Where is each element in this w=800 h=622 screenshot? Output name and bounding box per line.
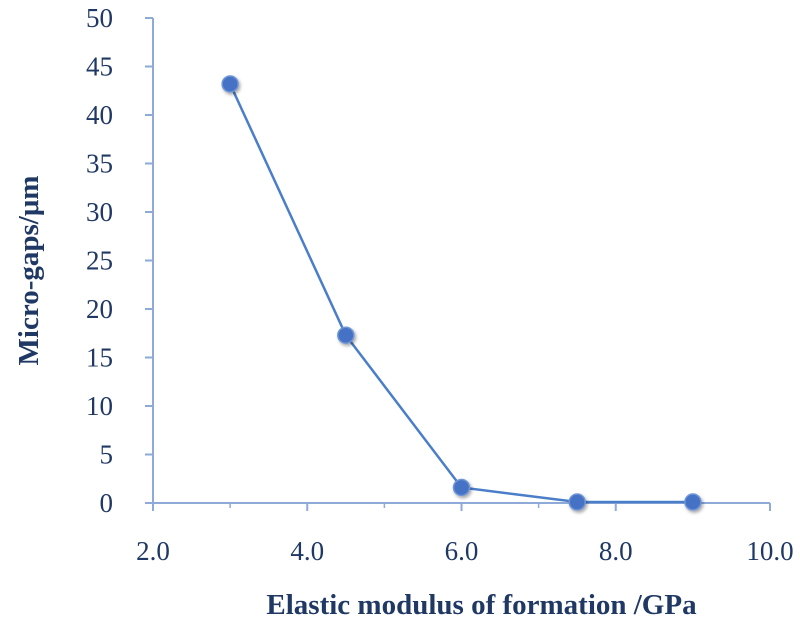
data-point	[568, 493, 586, 511]
data-point	[337, 326, 355, 344]
axes	[152, 18, 770, 504]
y-tick-label: 50	[86, 3, 113, 33]
series-layer	[221, 75, 702, 511]
x-axis-title: Elastic modulus of formation /GPa	[266, 589, 697, 621]
data-point	[684, 493, 702, 511]
series-line	[228, 83, 693, 504]
y-tick-label: 10	[86, 391, 113, 421]
y-ticks: 0 5 10 15 20 25 30 35 40 45 50	[86, 3, 153, 518]
y-tick-label: 40	[86, 100, 113, 130]
y-tick-label: 5	[100, 440, 114, 470]
y-tick-label: 20	[86, 294, 113, 324]
x-ticks: 2.0 4.0 6.0 8.0 10.0	[136, 503, 794, 566]
y-tick-label: 15	[86, 343, 113, 373]
x-tick-label: 6.0	[445, 536, 479, 566]
x-tick-label: 2.0	[136, 536, 170, 566]
y-tick-label: 45	[86, 52, 113, 82]
data-point	[452, 478, 471, 497]
y-tick-label: 0	[100, 488, 114, 518]
data-point	[221, 75, 239, 93]
x-tick-label: 10.0	[746, 536, 793, 566]
x-tick-label: 4.0	[290, 536, 324, 566]
y-tick-label: 30	[86, 197, 113, 227]
y-axis-title: Micro-gaps/μm	[13, 176, 45, 366]
y-tick-label: 25	[86, 246, 113, 276]
x-tick-label: 8.0	[599, 536, 633, 566]
y-tick-label: 35	[86, 149, 113, 179]
